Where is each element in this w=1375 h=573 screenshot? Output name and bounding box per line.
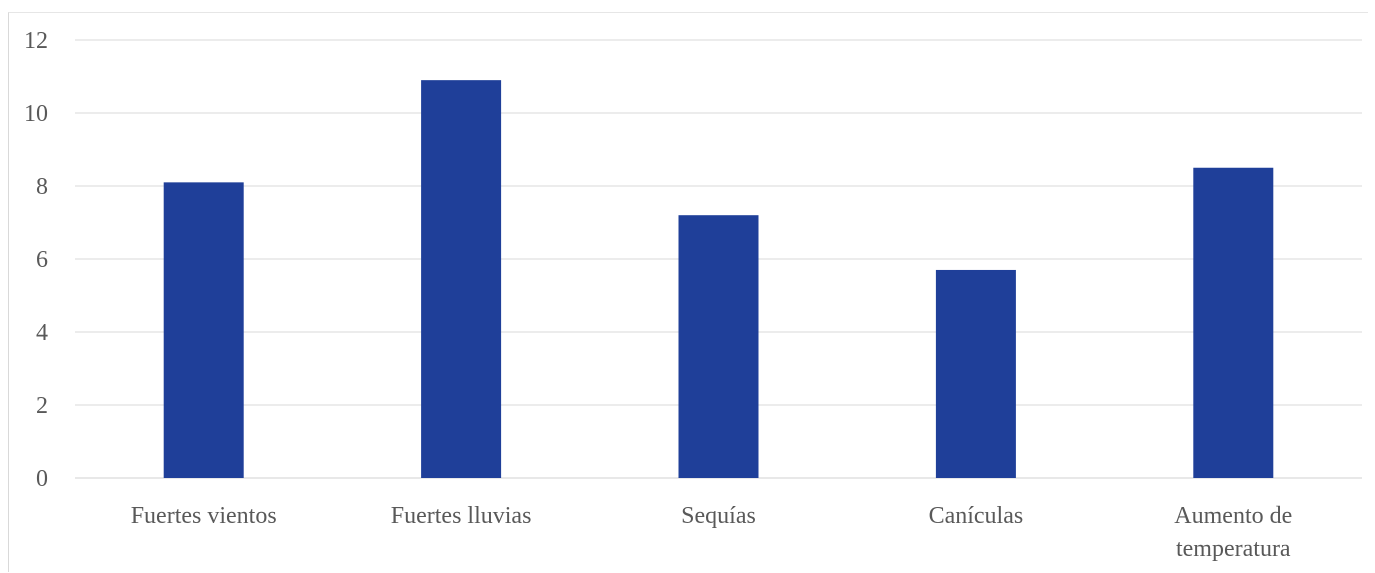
bar	[678, 215, 759, 478]
bar	[935, 269, 1016, 478]
x-category-label: Aumento de temperatura	[1174, 503, 1292, 562]
y-tick-label: 6	[36, 247, 48, 273]
x-category-label: Fuertes vientos	[131, 503, 277, 529]
bar	[421, 80, 502, 479]
x-category-label: Fuertes lluvias	[391, 503, 532, 529]
y-axis-ticks: 0 2 4 6 8 10 12	[24, 28, 48, 492]
bar	[163, 182, 244, 478]
y-tick-label: 0	[36, 466, 48, 492]
x-axis-labels: Fuertes vientos Fuertes lluvias Sequías Can…	[131, 503, 1293, 562]
y-tick-label: 4	[36, 320, 48, 346]
y-tick-label: 8	[36, 174, 48, 200]
chart-frame	[8, 12, 1368, 572]
y-tick-label: 12	[24, 28, 48, 54]
y-tick-label: 10	[24, 101, 48, 127]
x-category-label: Canículas	[929, 503, 1024, 529]
bar	[1193, 167, 1274, 478]
x-category-label: Sequías	[681, 503, 756, 529]
y-tick-label: 2	[36, 393, 48, 419]
bars	[163, 80, 1274, 479]
